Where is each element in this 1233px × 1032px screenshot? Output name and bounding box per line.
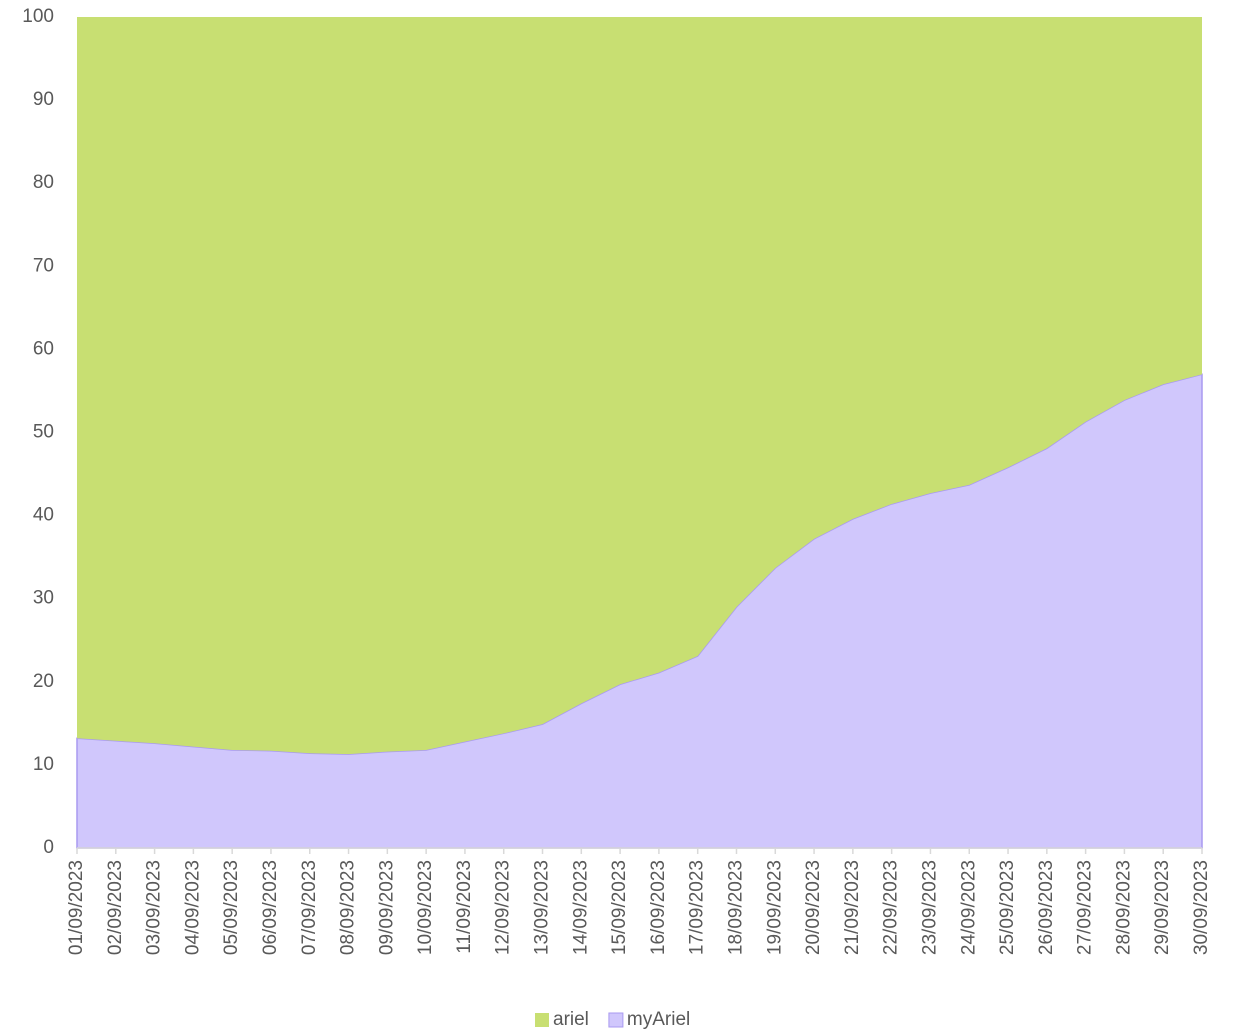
legend-swatch: [535, 1013, 549, 1027]
x-tick-label: 09/09/2023: [376, 860, 397, 955]
x-tick-label: 16/09/2023: [648, 860, 669, 955]
x-tick-label: 29/09/2023: [1152, 860, 1173, 955]
y-tick-label: 30: [33, 588, 54, 609]
legend-label: ariel: [553, 1009, 589, 1030]
x-tick-label: 27/09/2023: [1075, 860, 1096, 955]
y-tick-label: 100: [22, 6, 54, 27]
x-tick-label: 07/09/2023: [299, 860, 320, 955]
x-tick-label: 25/09/2023: [997, 860, 1018, 955]
x-tick-label: 24/09/2023: [958, 860, 979, 955]
y-tick-label: 0: [43, 837, 54, 858]
x-tick-label: 10/09/2023: [415, 860, 436, 955]
y-tick-label: 20: [33, 671, 54, 692]
x-tick-label: 13/09/2023: [532, 860, 553, 955]
x-tick-label: 30/09/2023: [1191, 860, 1212, 955]
area: [77, 17, 1202, 755]
x-tick-label: 12/09/2023: [493, 860, 514, 955]
x-tick-label: 15/09/2023: [609, 860, 630, 955]
x-tick-label: 21/09/2023: [842, 860, 863, 955]
x-tick-label: 04/09/2023: [182, 860, 203, 955]
x-tick-label: 23/09/2023: [919, 860, 940, 955]
x-tick-label: 17/09/2023: [687, 860, 708, 955]
x-tick-label: 19/09/2023: [764, 860, 785, 955]
x-tick-label: 03/09/2023: [144, 860, 165, 955]
x-tick-label: 06/09/2023: [260, 860, 281, 955]
x-tick-label: 11/09/2023: [454, 860, 475, 954]
y-tick-label: 70: [33, 255, 54, 276]
x-tick-label: 05/09/2023: [221, 860, 242, 955]
y-tick-label: 80: [33, 172, 54, 193]
x-tick-label: 20/09/2023: [803, 860, 824, 955]
x-tick-label: 14/09/2023: [570, 860, 591, 955]
x-tick-label: 18/09/2023: [725, 860, 746, 955]
x-tick-label: 26/09/2023: [1036, 860, 1057, 955]
legend-swatch: [608, 1012, 624, 1028]
x-tick-label: 01/09/2023: [66, 860, 87, 955]
y-tick-label: 10: [33, 754, 54, 775]
x-tick-label: 28/09/2023: [1113, 860, 1134, 955]
x-tick-label: 02/09/2023: [105, 860, 126, 955]
x-tick-label: 08/09/2023: [338, 860, 359, 955]
y-tick-label: 60: [33, 338, 54, 359]
x-tick-label: 22/09/2023: [881, 860, 902, 955]
y-tick-label: 90: [33, 89, 54, 110]
y-tick-label: 50: [33, 422, 54, 443]
legend-label: myAriel: [627, 1009, 690, 1030]
y-tick-label: 40: [33, 505, 54, 526]
